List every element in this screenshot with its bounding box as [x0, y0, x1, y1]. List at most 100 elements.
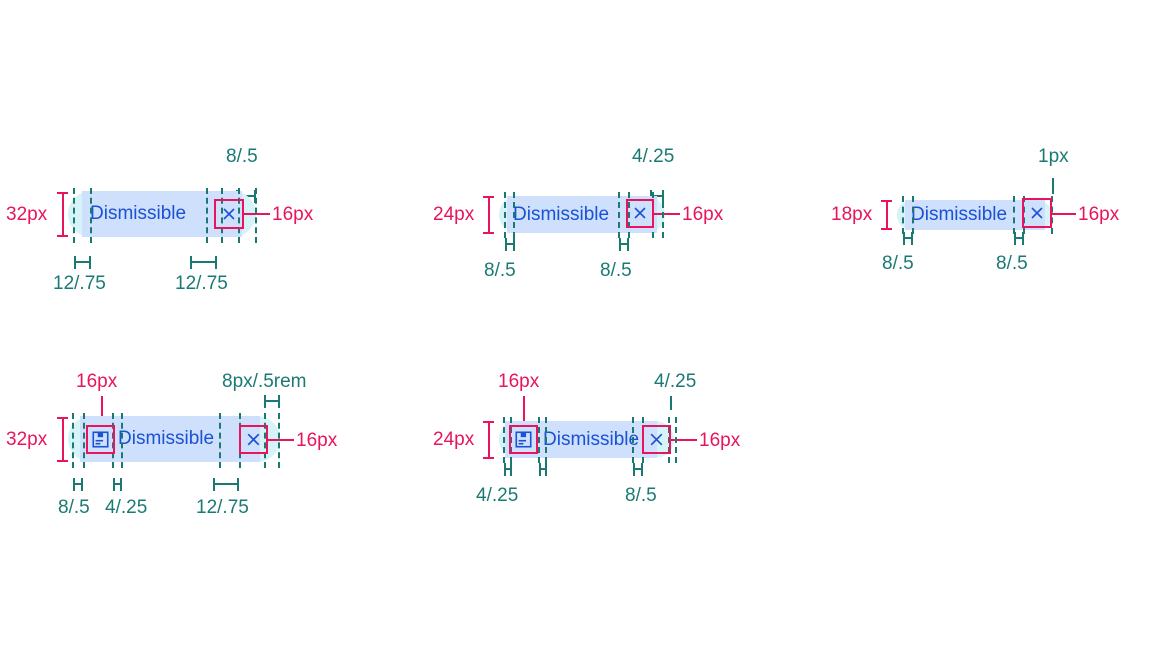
- guide-line: [628, 192, 630, 238]
- guide-line: [503, 417, 505, 463]
- gap-marker: [619, 238, 629, 251]
- height-marker: [881, 200, 892, 230]
- close-icon-spec-box: [1022, 198, 1052, 228]
- guide-line: [538, 417, 540, 463]
- tag-label: Dismissible: [543, 428, 640, 450]
- gap-label: 8/.5: [625, 485, 657, 506]
- close-icon-spec-box: [626, 199, 654, 228]
- spec-large-dismissible-with-icon: 16px 8px/.5rem 32px Dismissible 16px 8/.…: [0, 0, 400, 661]
- left-padding-label: 12/.75: [53, 273, 106, 294]
- height-label: 32px: [6, 204, 48, 225]
- close-icon[interactable]: [221, 206, 237, 222]
- leading-icon-leader: [101, 396, 103, 432]
- right-padding-label: 4/.25: [654, 371, 697, 392]
- guide-line: [632, 417, 634, 463]
- guide-line: [72, 413, 74, 468]
- left-padding-label: 4/.25: [476, 485, 519, 506]
- height-marker: [57, 417, 68, 462]
- close-icon-label: 16px: [272, 204, 314, 225]
- tag-label: Dismissible: [118, 428, 215, 449]
- left-padding-label: 8/.5: [484, 260, 516, 281]
- height-marker: [57, 192, 68, 237]
- leading-icon-spec-box: [86, 425, 115, 454]
- left-padding-marker: [504, 463, 512, 476]
- left-padding-label: 8/.5: [882, 253, 914, 274]
- guide-line: [221, 188, 223, 243]
- spec-medium-dismissible: 4/.25 24px Dismissible 16px 8/.5 8/.5: [420, 0, 800, 300]
- tag-small-dismissible[interactable]: Dismissible: [897, 200, 1052, 230]
- guide-line: [255, 188, 257, 243]
- tag-label: Dismissible: [90, 203, 187, 224]
- tag-large-dismissible-with-icon[interactable]: Dismissible: [68, 416, 280, 462]
- icon-gap-marker: [539, 463, 547, 476]
- tag-large-dismissible[interactable]: Dismissible: [68, 191, 256, 237]
- right-padding-marker: [264, 395, 280, 408]
- guide-line: [278, 413, 280, 468]
- close-icon-spec-box: [214, 199, 244, 229]
- close-icon[interactable]: [648, 431, 665, 448]
- save-icon[interactable]: [515, 431, 532, 448]
- icon-gap-marker: [113, 478, 122, 491]
- tag-label: Dismissible: [513, 203, 610, 225]
- right-padding-marker: [670, 396, 672, 410]
- guide-line: [219, 413, 221, 468]
- right-padding-label: 8px/.5rem: [222, 371, 307, 392]
- guide-line: [513, 192, 515, 238]
- left-padding-marker: [73, 478, 83, 491]
- guide-line: [121, 413, 123, 468]
- guide-line: [662, 192, 664, 238]
- close-icon[interactable]: [245, 431, 262, 448]
- guide-line: [1013, 196, 1015, 234]
- guide-line: [73, 188, 75, 243]
- guide-line: [238, 188, 240, 243]
- close-icon-label: 16px: [296, 430, 338, 451]
- leading-icon-spec-box: [509, 425, 538, 454]
- spec-medium-dismissible-with-icon: 16px 4/.25 24px Dismissible 16px 4/.25 8…: [420, 0, 820, 661]
- close-icon-leader: [653, 213, 680, 215]
- close-icon[interactable]: [632, 205, 648, 221]
- right-padding-marker: [1052, 178, 1054, 194]
- guide-line: [545, 417, 547, 463]
- gap-marker: [1014, 232, 1024, 245]
- guide-line: [1023, 196, 1025, 234]
- guide-line: [206, 188, 208, 243]
- height-label: 24px: [433, 429, 475, 450]
- gap-label: 8/.5: [996, 253, 1028, 274]
- guide-line: [902, 196, 904, 234]
- close-icon-spec-box: [239, 425, 268, 454]
- tag-label: Dismissible: [911, 204, 1008, 225]
- left-padding-marker: [903, 232, 913, 245]
- save-icon[interactable]: [92, 431, 109, 448]
- gap-marker: [633, 463, 643, 476]
- right-padding-label: 1px: [1038, 146, 1069, 167]
- guide-line: [90, 188, 92, 243]
- close-icon-label: 16px: [1078, 204, 1120, 225]
- close-icon-leader: [267, 439, 294, 441]
- close-icon[interactable]: [1029, 205, 1045, 221]
- leading-icon-label: 16px: [76, 371, 118, 392]
- gap-label: 8/.5: [600, 260, 632, 281]
- gap-label: 12/.75: [175, 273, 228, 294]
- guide-line: [618, 192, 620, 238]
- spec-large-dismissible: 8/.5 32px Dismissible 16px 12/.75 12/.75: [0, 0, 380, 300]
- right-padding-label: 4/.25: [632, 146, 675, 167]
- right-padding-label: 8/.5: [226, 146, 258, 167]
- guide-line: [675, 417, 677, 463]
- height-label: 18px: [831, 204, 873, 225]
- guide-line: [510, 417, 512, 463]
- tag-medium-dismissible-with-icon[interactable]: Dismissible: [499, 421, 674, 458]
- guide-line: [83, 413, 85, 468]
- guide-line: [504, 192, 506, 238]
- close-icon-spec-box: [642, 425, 671, 454]
- leading-icon-leader: [523, 396, 525, 428]
- guide-line: [264, 413, 266, 468]
- height-marker: [483, 421, 494, 459]
- tag-inner-fill: [80, 416, 260, 462]
- leading-icon-label: 16px: [498, 371, 540, 392]
- icon-gap-label: 4/.25: [105, 497, 148, 518]
- guide-line: [912, 196, 914, 234]
- gap-label: 12/.75: [196, 497, 249, 518]
- height-marker: [483, 196, 494, 234]
- tag-inner-fill: [905, 200, 1045, 230]
- close-icon-leader: [1052, 213, 1076, 215]
